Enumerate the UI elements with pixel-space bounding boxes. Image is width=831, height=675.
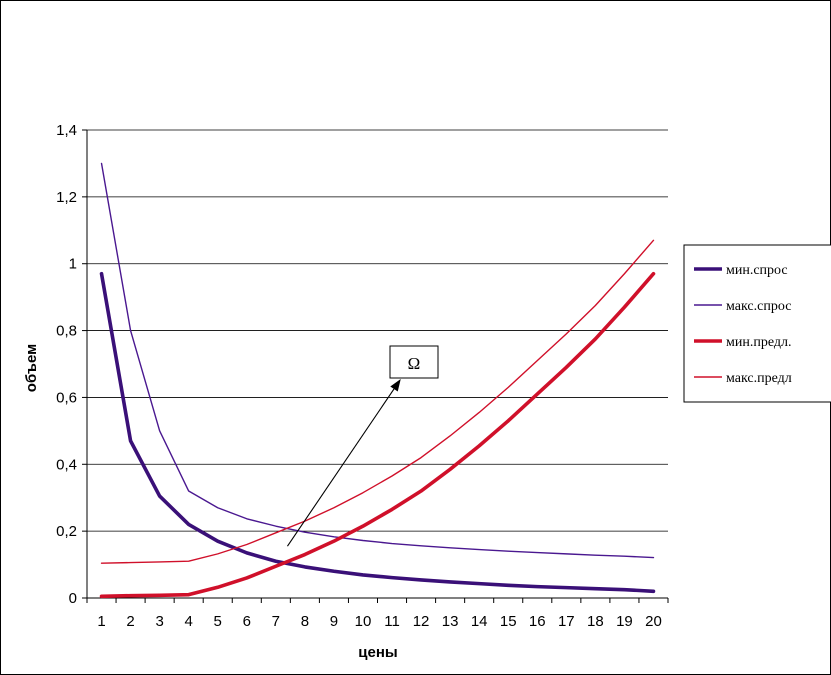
y-axis-title: объем bbox=[23, 344, 40, 392]
legend-label: макс.предл bbox=[726, 371, 792, 386]
x-tick-label: 5 bbox=[214, 613, 222, 630]
series-line-1 bbox=[99, 271, 656, 594]
y-tick-label: 0 bbox=[69, 590, 77, 607]
x-tick-label: 6 bbox=[243, 613, 251, 630]
y-tick-label: 0,6 bbox=[56, 389, 77, 406]
annotation-box bbox=[389, 345, 439, 379]
x-tick-label: 12 bbox=[413, 613, 430, 630]
legend-label: макс.спрос bbox=[726, 299, 791, 314]
y-tick-label: 1,4 bbox=[56, 122, 77, 139]
y-tick-labels: 0 0,2 0,4 0,6 0,8 1 1,2 1,4 bbox=[56, 122, 77, 607]
x-tick-label: 2 bbox=[126, 613, 134, 630]
annotation-arrow bbox=[286, 388, 395, 547]
annotation-label: Ω bbox=[408, 354, 421, 373]
x-tick-label: 15 bbox=[500, 613, 517, 630]
series-line-4 bbox=[100, 239, 655, 564]
series-line-2 bbox=[100, 162, 655, 559]
legend-box bbox=[683, 244, 831, 403]
x-tick-label: 11 bbox=[384, 613, 400, 630]
x-tick-label: 9 bbox=[330, 613, 338, 630]
x-tick-label: 4 bbox=[185, 613, 193, 630]
legend-label: мин.предл. bbox=[726, 335, 791, 350]
grid-lines bbox=[82, 129, 668, 599]
annotation-omega: Ω bbox=[286, 345, 439, 547]
x-tick-label: 20 bbox=[645, 613, 662, 630]
y-tick-label: 0,4 bbox=[56, 456, 77, 473]
legend-label: мин.спрос bbox=[726, 263, 788, 278]
y-tick-label: 1,2 bbox=[56, 189, 77, 206]
y-tick-label: 0,2 bbox=[56, 523, 77, 540]
x-tick-labels: 1 2 3 4 5 6 7 8 9 10 11 12 13 14 15 16 17 18 19 20 bbox=[97, 613, 661, 630]
x-tick-label: 7 bbox=[272, 613, 280, 630]
y-tick-label: 0,8 bbox=[56, 323, 77, 340]
x-tick-label: 10 bbox=[355, 613, 372, 630]
x-tick-label: 14 bbox=[471, 613, 488, 630]
series-lines bbox=[99, 162, 656, 599]
x-tick-label: 19 bbox=[616, 613, 633, 630]
x-tick-label: 3 bbox=[155, 613, 163, 630]
x-tick-label: 8 bbox=[301, 613, 309, 630]
x-tick-label: 1 bbox=[97, 613, 105, 630]
series-line-3 bbox=[99, 271, 656, 599]
x-axis-title: цены bbox=[358, 644, 397, 661]
x-tick-label: 17 bbox=[558, 613, 575, 630]
y-tick-label: 1 bbox=[69, 256, 77, 273]
x-tick-label: 16 bbox=[529, 613, 546, 630]
legend: мин.спрос макс.спрос мин.предл. макс.предл bbox=[683, 244, 831, 403]
annotation-arrowhead bbox=[390, 379, 401, 392]
axes bbox=[86, 130, 669, 603]
x-tick-label: 13 bbox=[442, 613, 459, 630]
x-tick-label: 18 bbox=[587, 613, 604, 630]
